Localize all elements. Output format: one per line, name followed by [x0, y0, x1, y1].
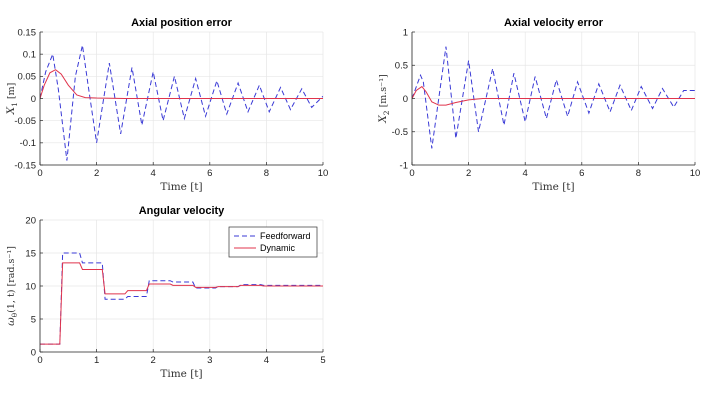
y-axis-label: ωθ(1, t) [rad.s⁻¹]	[5, 246, 19, 326]
x-tick-label: 4	[151, 168, 156, 179]
series-line-dashed	[40, 45, 323, 161]
x-axis-label: Time [t]	[160, 368, 202, 380]
y-tick-label: 0.5	[395, 61, 408, 72]
x-tick-label: 2	[94, 168, 99, 179]
legend-box	[228, 226, 318, 258]
series-line-solid	[40, 262, 323, 345]
series-line-solid	[412, 85, 695, 106]
x-axis-label: Time [t]	[160, 181, 202, 193]
legend-label: Feedforward	[260, 231, 311, 241]
x-axis-label: Time [t]	[532, 181, 574, 193]
x-tick-label: 10	[690, 168, 701, 179]
series-line-solid	[40, 69, 323, 99]
y-axis-label-unit: (1, t) [rad.s⁻¹]	[6, 246, 17, 313]
y-tick-label: -0.1	[20, 138, 36, 149]
y-axis-label-main: ω	[5, 317, 17, 326]
x-tick-label: 6	[579, 168, 584, 179]
chart-title: Axial velocity error	[504, 17, 604, 29]
y-tick-label: -0.5	[392, 127, 408, 138]
chart-title: Angular velocity	[139, 205, 225, 217]
y-tick-label: 0.15	[18, 27, 37, 38]
x-tick-label: 0	[409, 168, 414, 179]
x-tick-label: 0	[37, 355, 42, 366]
y-tick-label: 0.05	[18, 72, 37, 83]
x-tick-label: 3	[207, 355, 212, 366]
y-tick-label: 10	[25, 281, 36, 292]
y-tick-label: 0	[403, 94, 408, 105]
legend: Feedforward Dynamic	[228, 226, 318, 258]
y-axis-label-unit: [m]	[6, 83, 17, 102]
y-axis-label: X1 [m]	[5, 83, 19, 116]
y-tick-label: 0	[31, 94, 36, 105]
x-tick-label: 0	[37, 168, 42, 179]
y-axis-label: X2 [m.s⁻¹]	[377, 74, 391, 123]
x-tick-label: 8	[636, 168, 641, 179]
y-tick-label: 1	[403, 27, 408, 38]
y-tick-label: 0.1	[23, 49, 36, 60]
x-tick-label: 8	[264, 168, 269, 179]
y-tick-label: 0	[31, 347, 36, 358]
y-axis-label-unit: [m.s⁻¹]	[378, 74, 389, 110]
y-tick-label: -0.15	[14, 160, 36, 171]
x-tick-label: 1	[94, 355, 99, 366]
y-axis-label-main: X	[5, 106, 17, 115]
y-axis-label-sub: θ	[10, 312, 19, 317]
y-axis-label-sub: 2	[382, 110, 391, 115]
series-line-dashed	[412, 46, 695, 149]
y-tick-label: -0.05	[14, 116, 36, 127]
x-tick-label: 4	[264, 355, 269, 366]
y-tick-label: 15	[25, 248, 36, 259]
plot-angular-velocity: 0 1 2 3 4 5 0 5 10 15 20 Angular velocity Time [t] ωθ…	[5, 205, 326, 380]
x-tick-label: 4	[523, 168, 528, 179]
x-tick-label: 2	[151, 355, 156, 366]
y-tick-label: -1	[400, 160, 408, 171]
plot-axial-velocity-error: 0 2 4 6 8 10 -1 -0.5 0 0.5 1 Axial velocity error Ti…	[377, 17, 700, 193]
y-axis-label-main: X	[377, 115, 389, 124]
x-tick-label: 5	[320, 355, 325, 366]
y-axis-label-sub: 1	[10, 102, 19, 107]
y-tick-label: 20	[25, 215, 36, 226]
plot-axial-position-error: 0 2 4 6 8 10 -0.15 -0.1 -0.05 0 0.05 0.1 0.15 Axial p…	[5, 17, 328, 193]
x-tick-label: 10	[318, 168, 329, 179]
x-tick-label: 2	[466, 168, 471, 179]
legend-label: Dynamic	[260, 243, 296, 253]
chart-title: Axial position error	[131, 17, 233, 29]
y-tick-label: 5	[31, 314, 36, 325]
x-tick-label: 6	[207, 168, 212, 179]
